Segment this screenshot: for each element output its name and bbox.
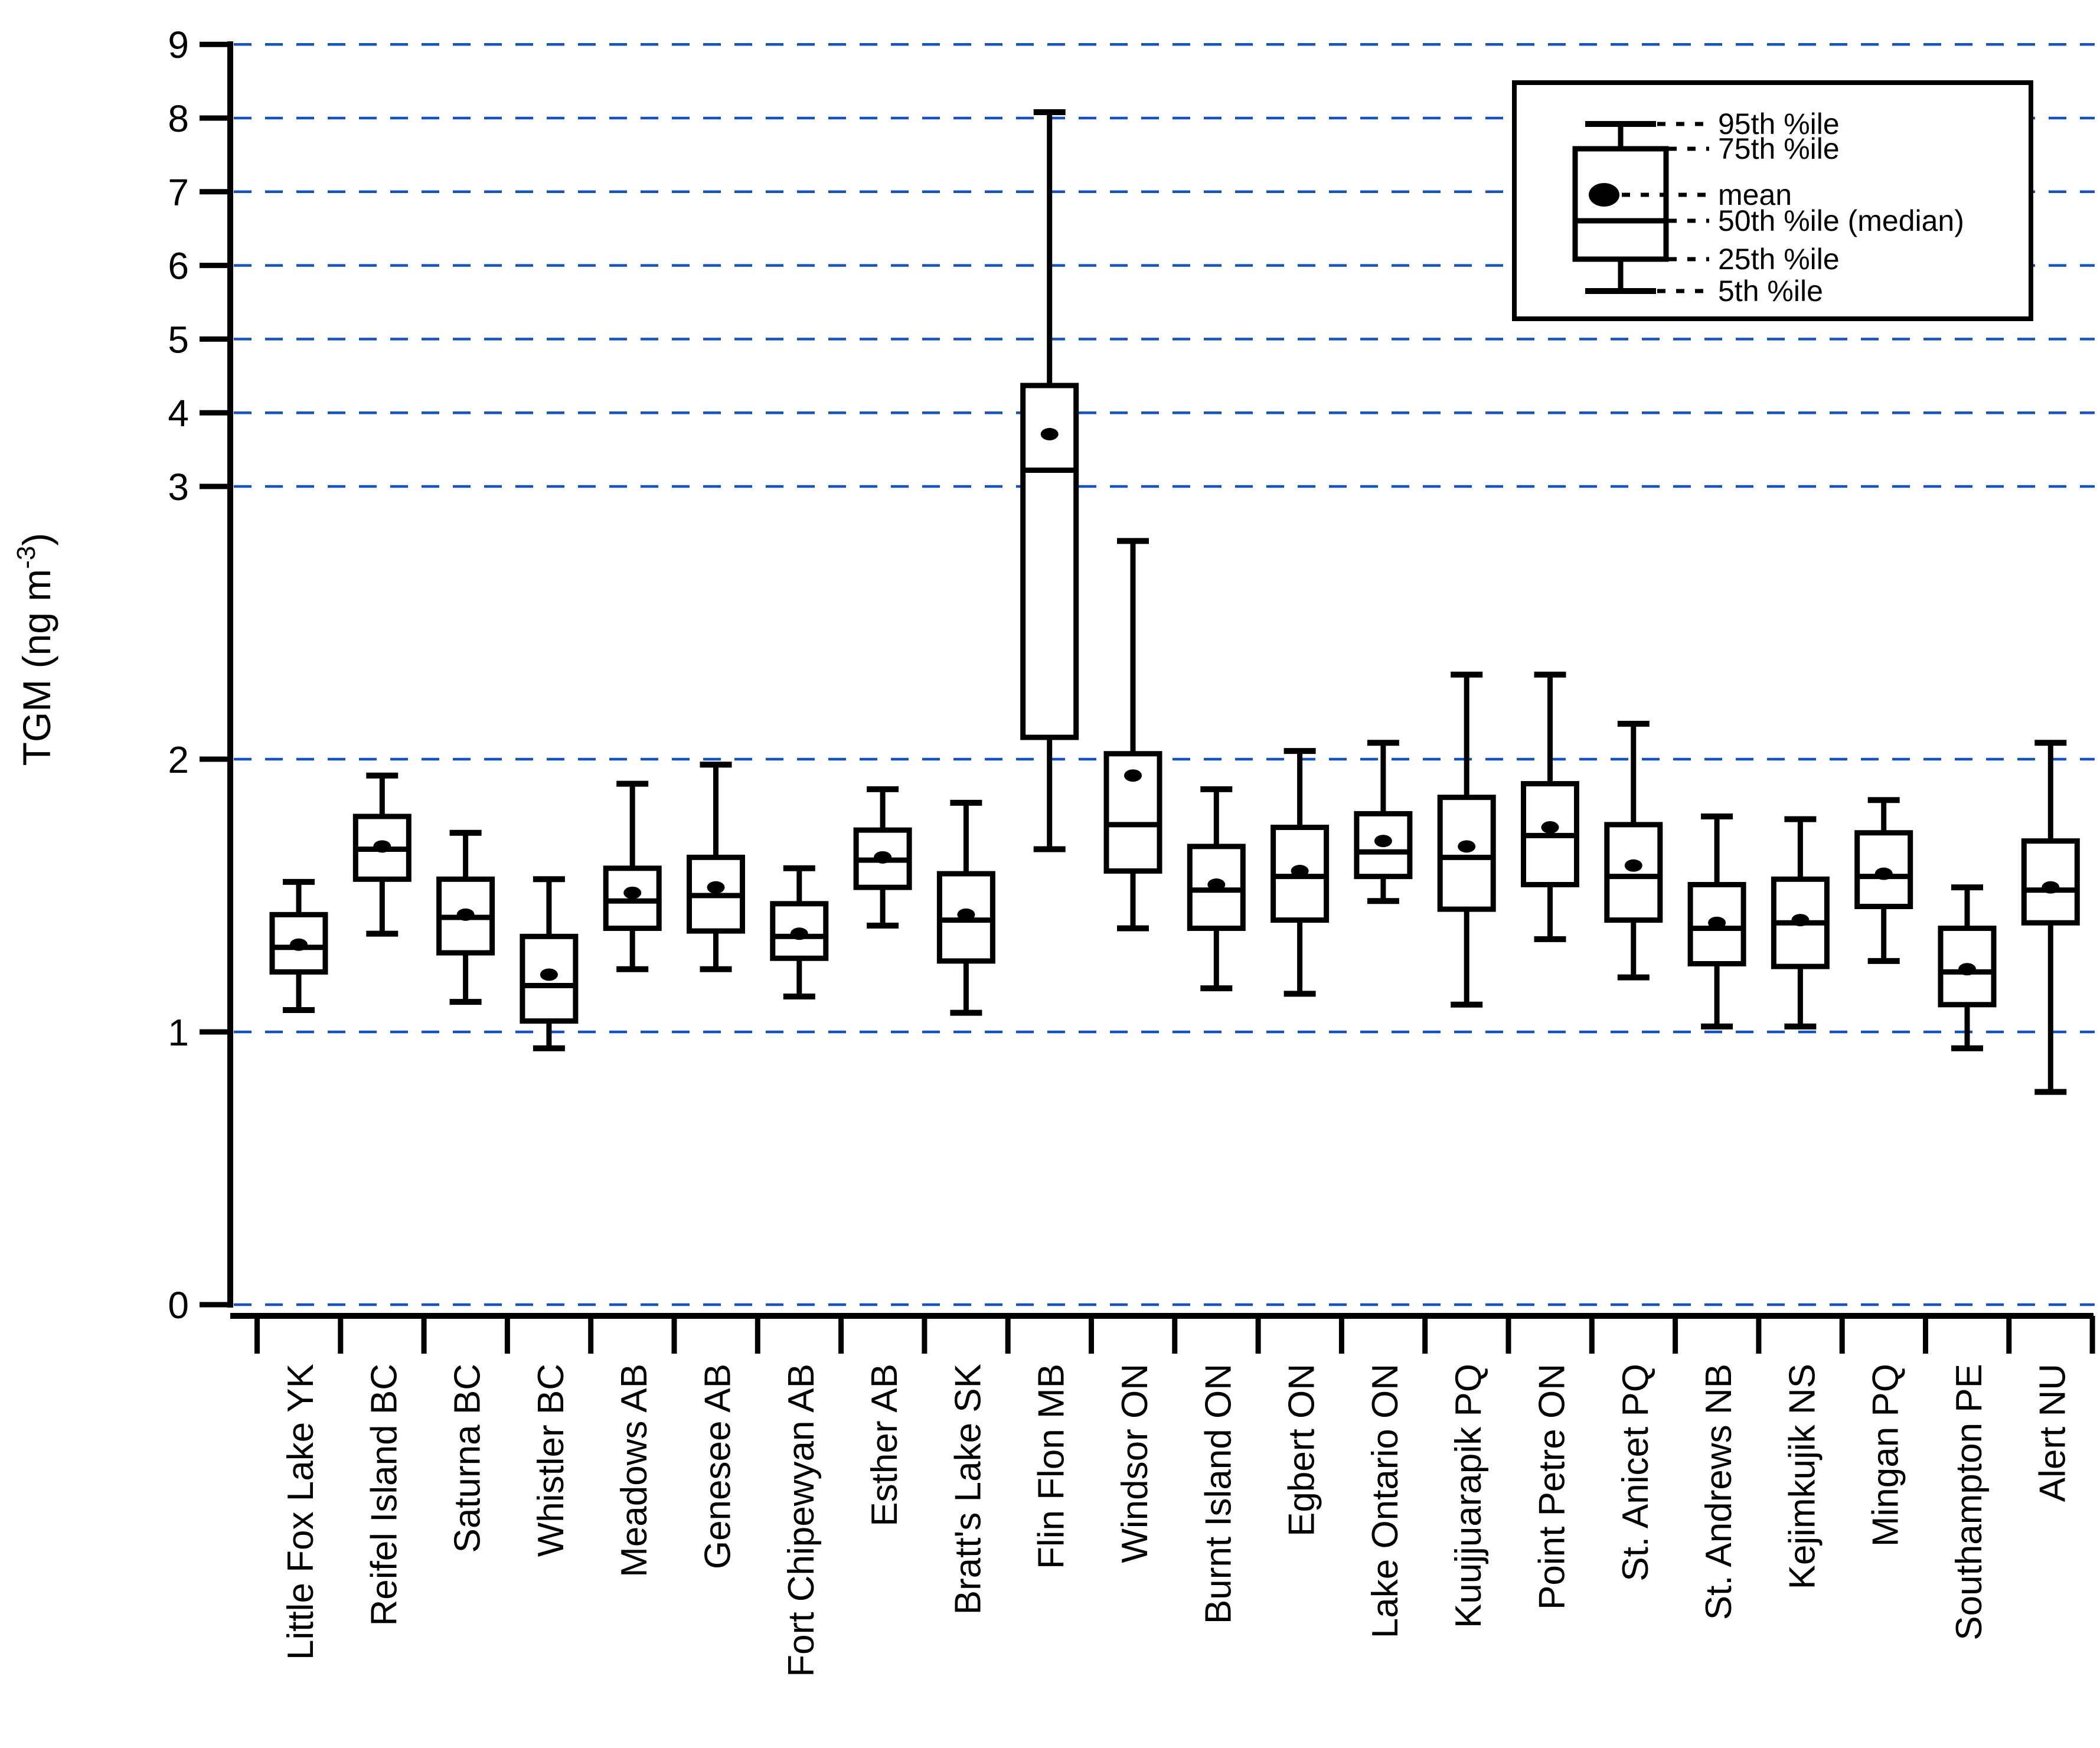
y-tick-label-2: 2 bbox=[168, 739, 189, 781]
legend-label-4: 25th %ile bbox=[1718, 243, 1840, 276]
x-label-5: Genesee AB bbox=[698, 1364, 739, 1569]
mean-dot bbox=[1791, 914, 1810, 927]
x-label-13: Lake Ontario ON bbox=[1365, 1364, 1406, 1638]
x-label-17: St. Andrews NB bbox=[1699, 1364, 1739, 1620]
x-label-1: Reifel Island BC bbox=[364, 1364, 404, 1626]
y-axis: 0 1 2 3 4 5 6 7 8 9 bbox=[168, 24, 233, 1326]
y-tick-label-6: 6 bbox=[168, 245, 189, 287]
mean-dot bbox=[290, 938, 308, 951]
x-label-0: Little Fox Lake YK bbox=[280, 1364, 321, 1660]
boxplot-bratt-s-lake-sk bbox=[936, 799, 995, 1016]
boxplot-point-petre-on bbox=[1521, 671, 1579, 942]
boxplot-meadows-ab bbox=[603, 780, 662, 972]
mean-dot bbox=[1708, 916, 1726, 929]
legend-iqr-box bbox=[1572, 146, 1669, 262]
mean-dot bbox=[1040, 427, 1059, 440]
mean-dot bbox=[373, 840, 391, 853]
mean-dot bbox=[1291, 864, 1309, 877]
legend-label-1: 75th %ile bbox=[1718, 132, 1840, 165]
x-label-19: Mingan PQ bbox=[1866, 1364, 1906, 1547]
x-label-2: Saturna BC bbox=[448, 1364, 488, 1553]
mean-dot bbox=[1624, 859, 1642, 872]
boxplot-kuujjuarapik-pq bbox=[1437, 671, 1496, 1008]
boxplot-esther-ab bbox=[853, 786, 912, 929]
y-tick-label-7: 7 bbox=[168, 171, 189, 214]
legend-label-0: 95th %ile bbox=[1718, 107, 1840, 141]
y-tick-label-3: 3 bbox=[168, 466, 189, 508]
y-tick-label-0: 0 bbox=[168, 1284, 189, 1326]
x-label-9: Flin Flon MB bbox=[1031, 1364, 1072, 1569]
y-tick-label-9: 9 bbox=[168, 24, 189, 66]
mean-dot bbox=[1458, 840, 1476, 853]
legend-mean-dot bbox=[1589, 183, 1619, 207]
x-label-6: Fort Chipewyan AB bbox=[781, 1364, 822, 1677]
mean-dot bbox=[1958, 963, 1976, 976]
boxplot-genesee-ab bbox=[687, 762, 745, 972]
x-label-4: Meadows AB bbox=[614, 1364, 655, 1577]
mean-dot bbox=[2042, 881, 2060, 894]
x-axis bbox=[230, 1313, 2095, 1354]
boxplot-mingan-pq bbox=[1854, 797, 1913, 964]
boxplot-egbert-on bbox=[1271, 748, 1330, 997]
x-label-21: Alert NU bbox=[2032, 1364, 2073, 1502]
boxplot-fort-chipewyan-ab bbox=[770, 865, 829, 999]
iqr-box bbox=[1271, 825, 1330, 923]
mean-dot bbox=[456, 908, 475, 921]
y-tick-label-1: 1 bbox=[168, 1011, 189, 1054]
mean-dot bbox=[874, 851, 892, 864]
mean-dot bbox=[707, 881, 725, 894]
boxplot-lake-ontario-on bbox=[1354, 740, 1413, 904]
legend-label-2: mean bbox=[1718, 178, 1792, 211]
x-label-16: St. Anicet PQ bbox=[1615, 1364, 1656, 1582]
iqr-box bbox=[1437, 795, 1496, 912]
boxplot-kejimkujik-ns bbox=[1771, 816, 1830, 1030]
boxplot-burnt-island-on bbox=[1187, 786, 1246, 992]
boxplot-whistler-bc bbox=[520, 876, 579, 1051]
boxplot-windsor-on bbox=[1103, 538, 1162, 932]
boxplot-flin-flon-mb bbox=[1020, 109, 1079, 852]
y-axis-title: TGM (ng m-3) bbox=[12, 533, 58, 766]
x-axis-labels: Little Fox Lake YK Reifel Island BC Saturn… bbox=[280, 1364, 2073, 1677]
x-label-14: Kuujjuarapik PQ bbox=[1448, 1364, 1489, 1628]
boxplot-reifel-island-bc bbox=[352, 772, 411, 937]
x-label-18: Kejimkujik NS bbox=[1782, 1364, 1823, 1589]
mean-dot bbox=[1874, 867, 1893, 880]
x-label-12: Egbert ON bbox=[1282, 1364, 1322, 1537]
y-tick-label-8: 8 bbox=[168, 97, 189, 140]
boxplot-little-fox-lake-yk bbox=[269, 878, 328, 1014]
boxplot-st-andrews-nb bbox=[1687, 813, 1746, 1030]
iqr-box bbox=[1604, 822, 1663, 923]
mean-dot bbox=[1207, 878, 1226, 891]
boxplot-alert-nu bbox=[2021, 740, 2080, 1095]
y-tick-label-4: 4 bbox=[168, 392, 189, 434]
x-label-3: Whistler BC bbox=[531, 1364, 571, 1557]
mean-dot bbox=[790, 927, 808, 940]
x-label-11: Burnt Island ON bbox=[1198, 1364, 1239, 1624]
boxplot-st-anicet-pq bbox=[1604, 720, 1663, 981]
iqr-box bbox=[1020, 383, 1079, 740]
x-label-15: Point Petre ON bbox=[1532, 1364, 1573, 1610]
boxplot-saturna-bc bbox=[436, 829, 495, 1005]
mean-dot bbox=[1374, 835, 1392, 848]
x-label-7: Esther AB bbox=[864, 1364, 905, 1527]
legend-label-5: 5th %ile bbox=[1718, 275, 1823, 308]
mean-dot bbox=[957, 908, 975, 921]
x-label-20: Southampton PE bbox=[1949, 1364, 1990, 1641]
x-label-10: Windsor ON bbox=[1115, 1364, 1155, 1563]
mean-dot bbox=[623, 886, 642, 899]
mean-dot bbox=[540, 968, 558, 981]
box-plots bbox=[269, 109, 2080, 1095]
boxplot-southampton-pe bbox=[1938, 884, 1997, 1051]
mean-dot bbox=[1541, 821, 1559, 834]
x-label-8: Bratt's Lake SK bbox=[948, 1364, 988, 1615]
legend-label-3: 50th %ile (median) bbox=[1718, 204, 1964, 237]
y-tick-label-5: 5 bbox=[168, 318, 189, 361]
mean-dot bbox=[1124, 769, 1142, 782]
